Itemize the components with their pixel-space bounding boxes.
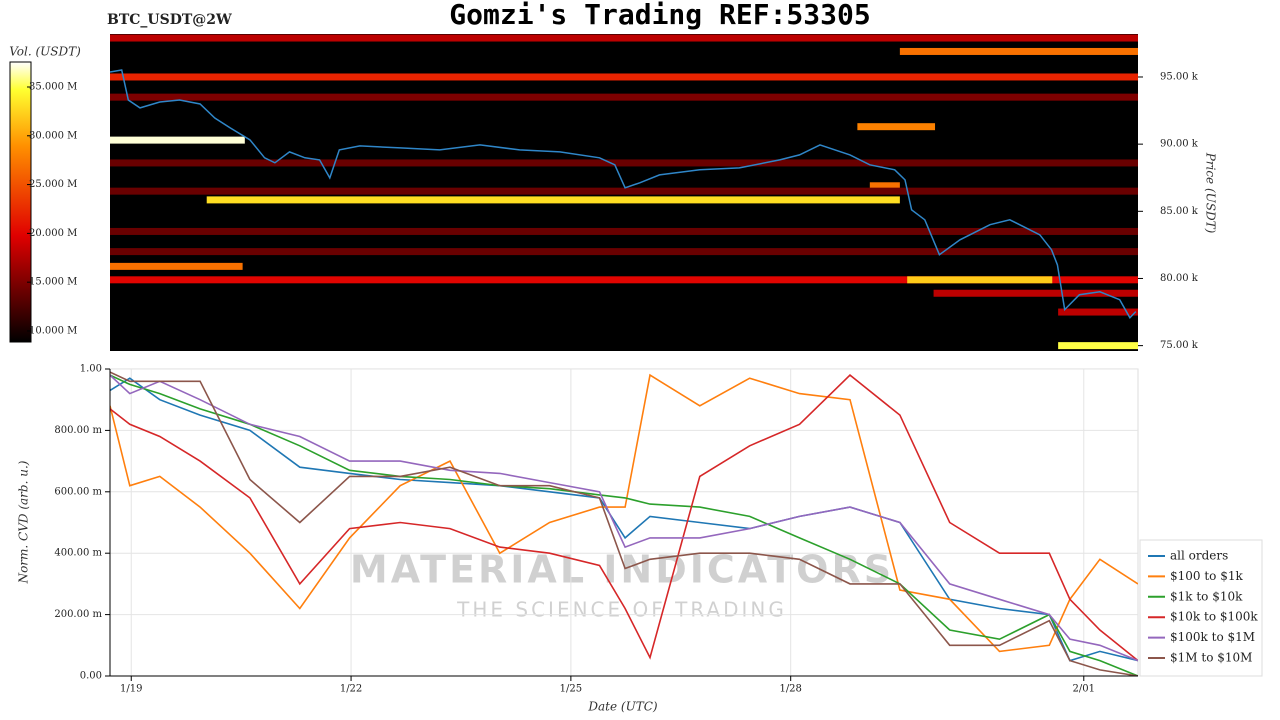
y-tick-label: 80.00 k <box>1160 273 1199 284</box>
heatmap-band <box>110 187 1138 195</box>
heatmap-band <box>110 159 1138 167</box>
y-tick-label: 800.00 m <box>54 425 102 436</box>
y-tick-label: 200.00 m <box>54 609 102 620</box>
heatmap-band <box>110 136 245 144</box>
heatmap-band <box>110 248 1138 256</box>
series-line <box>110 377 1138 662</box>
x-tick-label: 1/28 <box>779 684 801 695</box>
heatmap-band <box>857 123 936 131</box>
heatmap-band <box>110 262 243 270</box>
series-line <box>110 374 1138 662</box>
heatmap-band <box>110 34 1138 42</box>
heatmap-band <box>110 276 1138 284</box>
heatmap-band <box>933 289 1138 297</box>
y-axis-label: Norm. CVD (arb. u.) <box>17 460 31 584</box>
series-line <box>110 374 1138 662</box>
y-tick-label: 0.00 <box>80 671 102 682</box>
legend-label: $100 to $1k <box>1170 569 1243 583</box>
y-tick-label: 1.00 <box>80 364 102 375</box>
heatmap-band <box>110 73 1138 81</box>
y-tick-label: 95.00 k <box>1160 71 1199 82</box>
heatmap-band <box>110 93 1138 101</box>
series-line <box>110 373 1138 653</box>
colorbar-label: Vol. (USDT) <box>9 45 81 59</box>
watermark: MATERIAL INDICATORS <box>350 548 894 592</box>
x-tick-label: 1/22 <box>340 684 362 695</box>
x-tick-label: 1/25 <box>560 684 582 695</box>
legend-label: $10k to $100k <box>1170 610 1258 624</box>
chart-label: BTC_USDT@2W <box>107 12 232 28</box>
colorbar-tick-label: 35.000 M <box>29 81 77 92</box>
x-tick-label: 2/01 <box>1073 684 1095 695</box>
colorbar <box>9 61 32 343</box>
heatmap-band <box>206 196 900 204</box>
colorbar-tick-label: 20.000 M <box>29 228 77 239</box>
y-tick-label: 600.00 m <box>54 486 102 497</box>
legend-label: $1M to $10M <box>1170 651 1252 665</box>
legend-label: $100k to $1M <box>1170 630 1255 644</box>
heatmap <box>110 34 1138 350</box>
y-axis-label: Price (USDT) <box>1204 152 1218 234</box>
colorbar-tick-label: 30.000 M <box>29 130 77 141</box>
lines <box>110 369 1138 676</box>
legend-label: $1k to $10k <box>1170 589 1243 603</box>
price-line <box>110 69 1137 319</box>
y-tick-label: 90.00 k <box>1160 139 1199 150</box>
heatmap-band <box>907 276 1053 284</box>
heatmap-band <box>869 182 900 190</box>
colorbar-tick-label: 25.000 M <box>29 179 77 190</box>
legend <box>1139 539 1263 677</box>
y-tick-label: 85.00 k <box>1160 206 1199 217</box>
y-tick-label: 75.00 k <box>1160 340 1199 351</box>
heatmap-band <box>1058 308 1138 316</box>
heatmap-band <box>1058 342 1138 350</box>
plot-area <box>109 368 1139 677</box>
heatmap-band <box>110 227 1138 235</box>
heatmap-band <box>899 47 1138 55</box>
x-tick-label: 1/19 <box>120 684 142 695</box>
page-title: Gomzi's Trading REF:53305 <box>449 0 870 31</box>
watermark: THE SCIENCE OF TRADING <box>456 598 787 622</box>
y-tick-label: 400.00 m <box>54 548 102 559</box>
series-line <box>110 371 1138 676</box>
colorbar-tick-label: 15.000 M <box>29 277 77 288</box>
x-axis-label: Date (UTC) <box>587 700 657 714</box>
legend-label: all orders <box>1170 549 1228 563</box>
colorbar-tick-label: 10.000 M <box>29 325 77 336</box>
